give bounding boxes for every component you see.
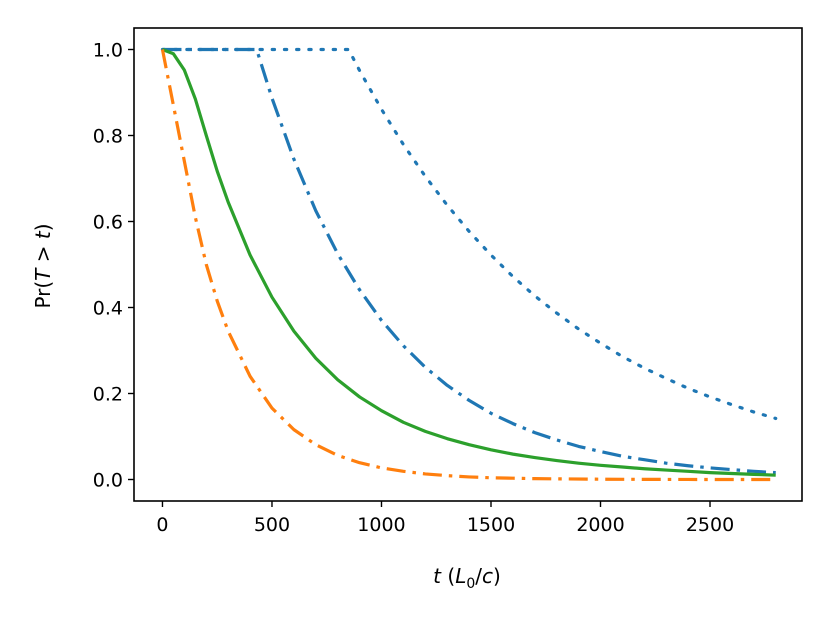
x-tick-label: 0 bbox=[156, 514, 168, 536]
x-axis: 0 500 1000 1500 2000 2500 bbox=[156, 501, 734, 536]
x-tick-label: 1500 bbox=[467, 514, 515, 536]
y-axis-label-prefix: Pr( bbox=[31, 281, 55, 309]
x-axis-label-slash: / bbox=[475, 564, 482, 588]
series-line-4 bbox=[160, 49, 776, 482]
axes-frame bbox=[133, 27, 803, 502]
y-axis-label-t: t bbox=[31, 230, 55, 239]
y-tick-label: 0.2 bbox=[93, 384, 123, 406]
x-axis-label-open: ( bbox=[441, 564, 455, 588]
y-tick-label: 1.0 bbox=[93, 40, 123, 62]
x-axis-label-c: c bbox=[482, 564, 493, 588]
x-tick-label: 2500 bbox=[686, 514, 734, 536]
series-line-2 bbox=[162, 47, 776, 475]
series-line-3 bbox=[161, 48, 776, 477]
x-axis-label-sym: L bbox=[455, 564, 466, 588]
y-axis-label-op: > bbox=[31, 239, 55, 268]
x-tick-label: 500 bbox=[254, 514, 290, 536]
y-tick-label: 0.6 bbox=[93, 212, 123, 234]
x-axis-label: t (L0/c) bbox=[433, 564, 501, 592]
x-axis-label-close: ) bbox=[493, 564, 501, 588]
y-tick-label: 0.0 bbox=[93, 470, 123, 492]
x-axis-label-var: t bbox=[433, 564, 442, 588]
y-axis-label: Pr(T > t) bbox=[31, 223, 55, 308]
y-tick-label: 0.4 bbox=[93, 298, 123, 320]
x-axis-label-sub: 0 bbox=[466, 576, 475, 592]
y-axis: 0.0 0.2 0.4 0.6 0.8 1.0 bbox=[93, 40, 134, 492]
y-axis-label-T: T bbox=[31, 267, 55, 281]
series-layer bbox=[160, 47, 778, 482]
y-axis-label-suffix: ) bbox=[31, 223, 55, 231]
x-tick-label: 1000 bbox=[357, 514, 405, 536]
y-tick-label: 0.8 bbox=[93, 126, 123, 148]
x-tick-label: 2000 bbox=[576, 514, 624, 536]
series-line-1 bbox=[160, 47, 778, 421]
